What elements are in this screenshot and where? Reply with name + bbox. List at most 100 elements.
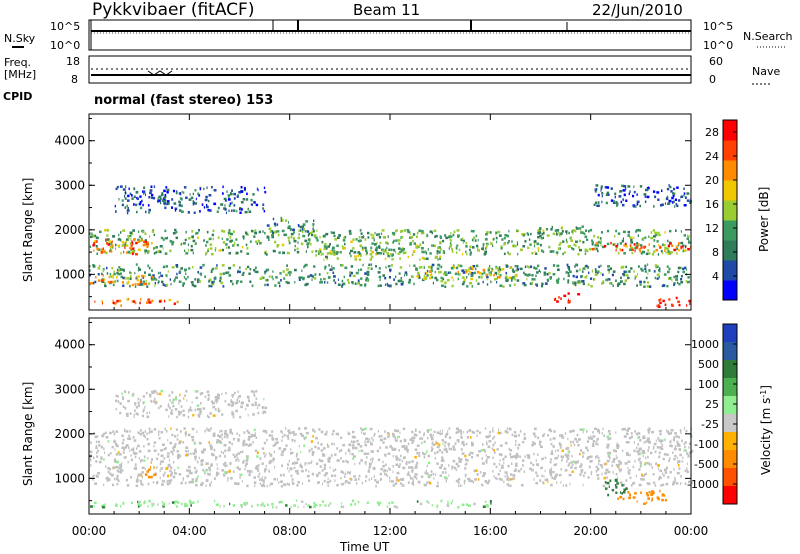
data-cell <box>121 392 123 396</box>
data-cell <box>374 243 377 246</box>
data-cell <box>580 275 583 278</box>
data-cell <box>461 503 465 507</box>
data-cell <box>209 243 213 246</box>
data-cell <box>96 451 98 454</box>
data-cell <box>322 500 324 503</box>
data-cell <box>637 452 640 456</box>
data-cell <box>688 280 690 284</box>
data-cell <box>442 251 444 254</box>
data-cell <box>334 474 337 477</box>
data-cell <box>596 437 599 441</box>
data-cell <box>635 432 638 436</box>
data-cell <box>352 247 355 250</box>
data-cell <box>392 470 394 474</box>
data-cell <box>259 482 261 485</box>
data-cell <box>202 263 205 267</box>
nave-tick-bottom: 0 <box>709 73 716 86</box>
data-cell <box>285 280 288 284</box>
data-cell <box>617 282 621 285</box>
data-cell <box>312 473 314 476</box>
data-cell <box>146 245 149 249</box>
data-cell <box>597 244 599 247</box>
data-cell <box>212 237 214 241</box>
data-cell <box>624 187 627 190</box>
data-cell <box>247 233 249 236</box>
data-cell <box>464 454 467 458</box>
data-cell <box>290 474 293 478</box>
data-cell <box>363 452 367 456</box>
data-cell <box>387 435 390 438</box>
data-cell <box>553 430 556 433</box>
data-cell <box>276 478 278 481</box>
data-cell <box>686 304 688 307</box>
data-cell <box>231 411 234 414</box>
data-cell <box>132 242 134 245</box>
data-cell <box>171 433 174 437</box>
colorbar-tick-label: 12 <box>705 222 719 235</box>
data-cell <box>256 451 259 454</box>
data-cell <box>142 410 145 413</box>
data-cell <box>580 231 582 234</box>
data-cell <box>439 236 442 240</box>
data-cell <box>533 478 535 481</box>
data-cell <box>187 211 190 214</box>
data-cell <box>216 399 219 402</box>
data-cell <box>124 246 126 249</box>
data-cell <box>130 454 132 457</box>
data-cell <box>392 432 395 436</box>
data-cell <box>659 432 662 436</box>
noise-left-tick-top: 10^5 <box>50 20 80 33</box>
data-cell <box>659 455 661 458</box>
data-cell <box>330 454 333 457</box>
data-cell <box>105 431 107 435</box>
data-cell <box>160 236 164 240</box>
data-cell <box>92 281 95 285</box>
data-cell <box>365 253 368 256</box>
data-cell <box>610 241 612 245</box>
data-cell <box>370 477 373 480</box>
data-cell <box>577 444 580 447</box>
data-cell <box>271 434 273 437</box>
data-cell <box>393 239 395 243</box>
data-cell <box>422 277 426 280</box>
data-cell <box>431 231 433 235</box>
data-cell <box>594 268 597 271</box>
data-cell <box>555 463 558 466</box>
data-cell <box>171 391 174 394</box>
data-cell <box>246 395 250 399</box>
data-cell <box>506 265 508 268</box>
data-cell <box>567 298 569 302</box>
data-cell <box>168 458 170 462</box>
data-cell <box>549 428 551 431</box>
data-cell <box>489 273 493 277</box>
data-cell <box>207 248 209 251</box>
data-cell <box>238 459 240 462</box>
data-cell <box>478 431 481 434</box>
data-cell <box>452 233 455 237</box>
data-cell <box>137 502 140 506</box>
data-cell <box>628 192 630 196</box>
data-cell <box>164 229 167 233</box>
data-cell <box>512 455 516 458</box>
data-cell <box>256 187 259 191</box>
data-cell <box>646 285 649 288</box>
data-cell <box>676 252 678 255</box>
data-cell <box>227 403 230 406</box>
cpid-text: normal (fast stereo) 153 <box>94 93 273 108</box>
data-cell <box>580 469 584 472</box>
data-cell <box>251 284 254 288</box>
data-cell <box>246 404 249 407</box>
data-cell <box>122 451 125 454</box>
data-cell <box>426 481 428 484</box>
data-cell <box>261 476 263 479</box>
power-colorbar-label: Power [dB] <box>757 187 771 252</box>
data-cell <box>674 205 676 208</box>
data-cell <box>663 284 666 287</box>
data-cell <box>504 475 506 478</box>
data-cell <box>138 457 140 460</box>
data-cell <box>464 463 466 467</box>
data-cell <box>185 196 188 199</box>
data-cell <box>120 465 123 469</box>
data-cell <box>498 477 502 481</box>
data-cell <box>556 264 560 268</box>
